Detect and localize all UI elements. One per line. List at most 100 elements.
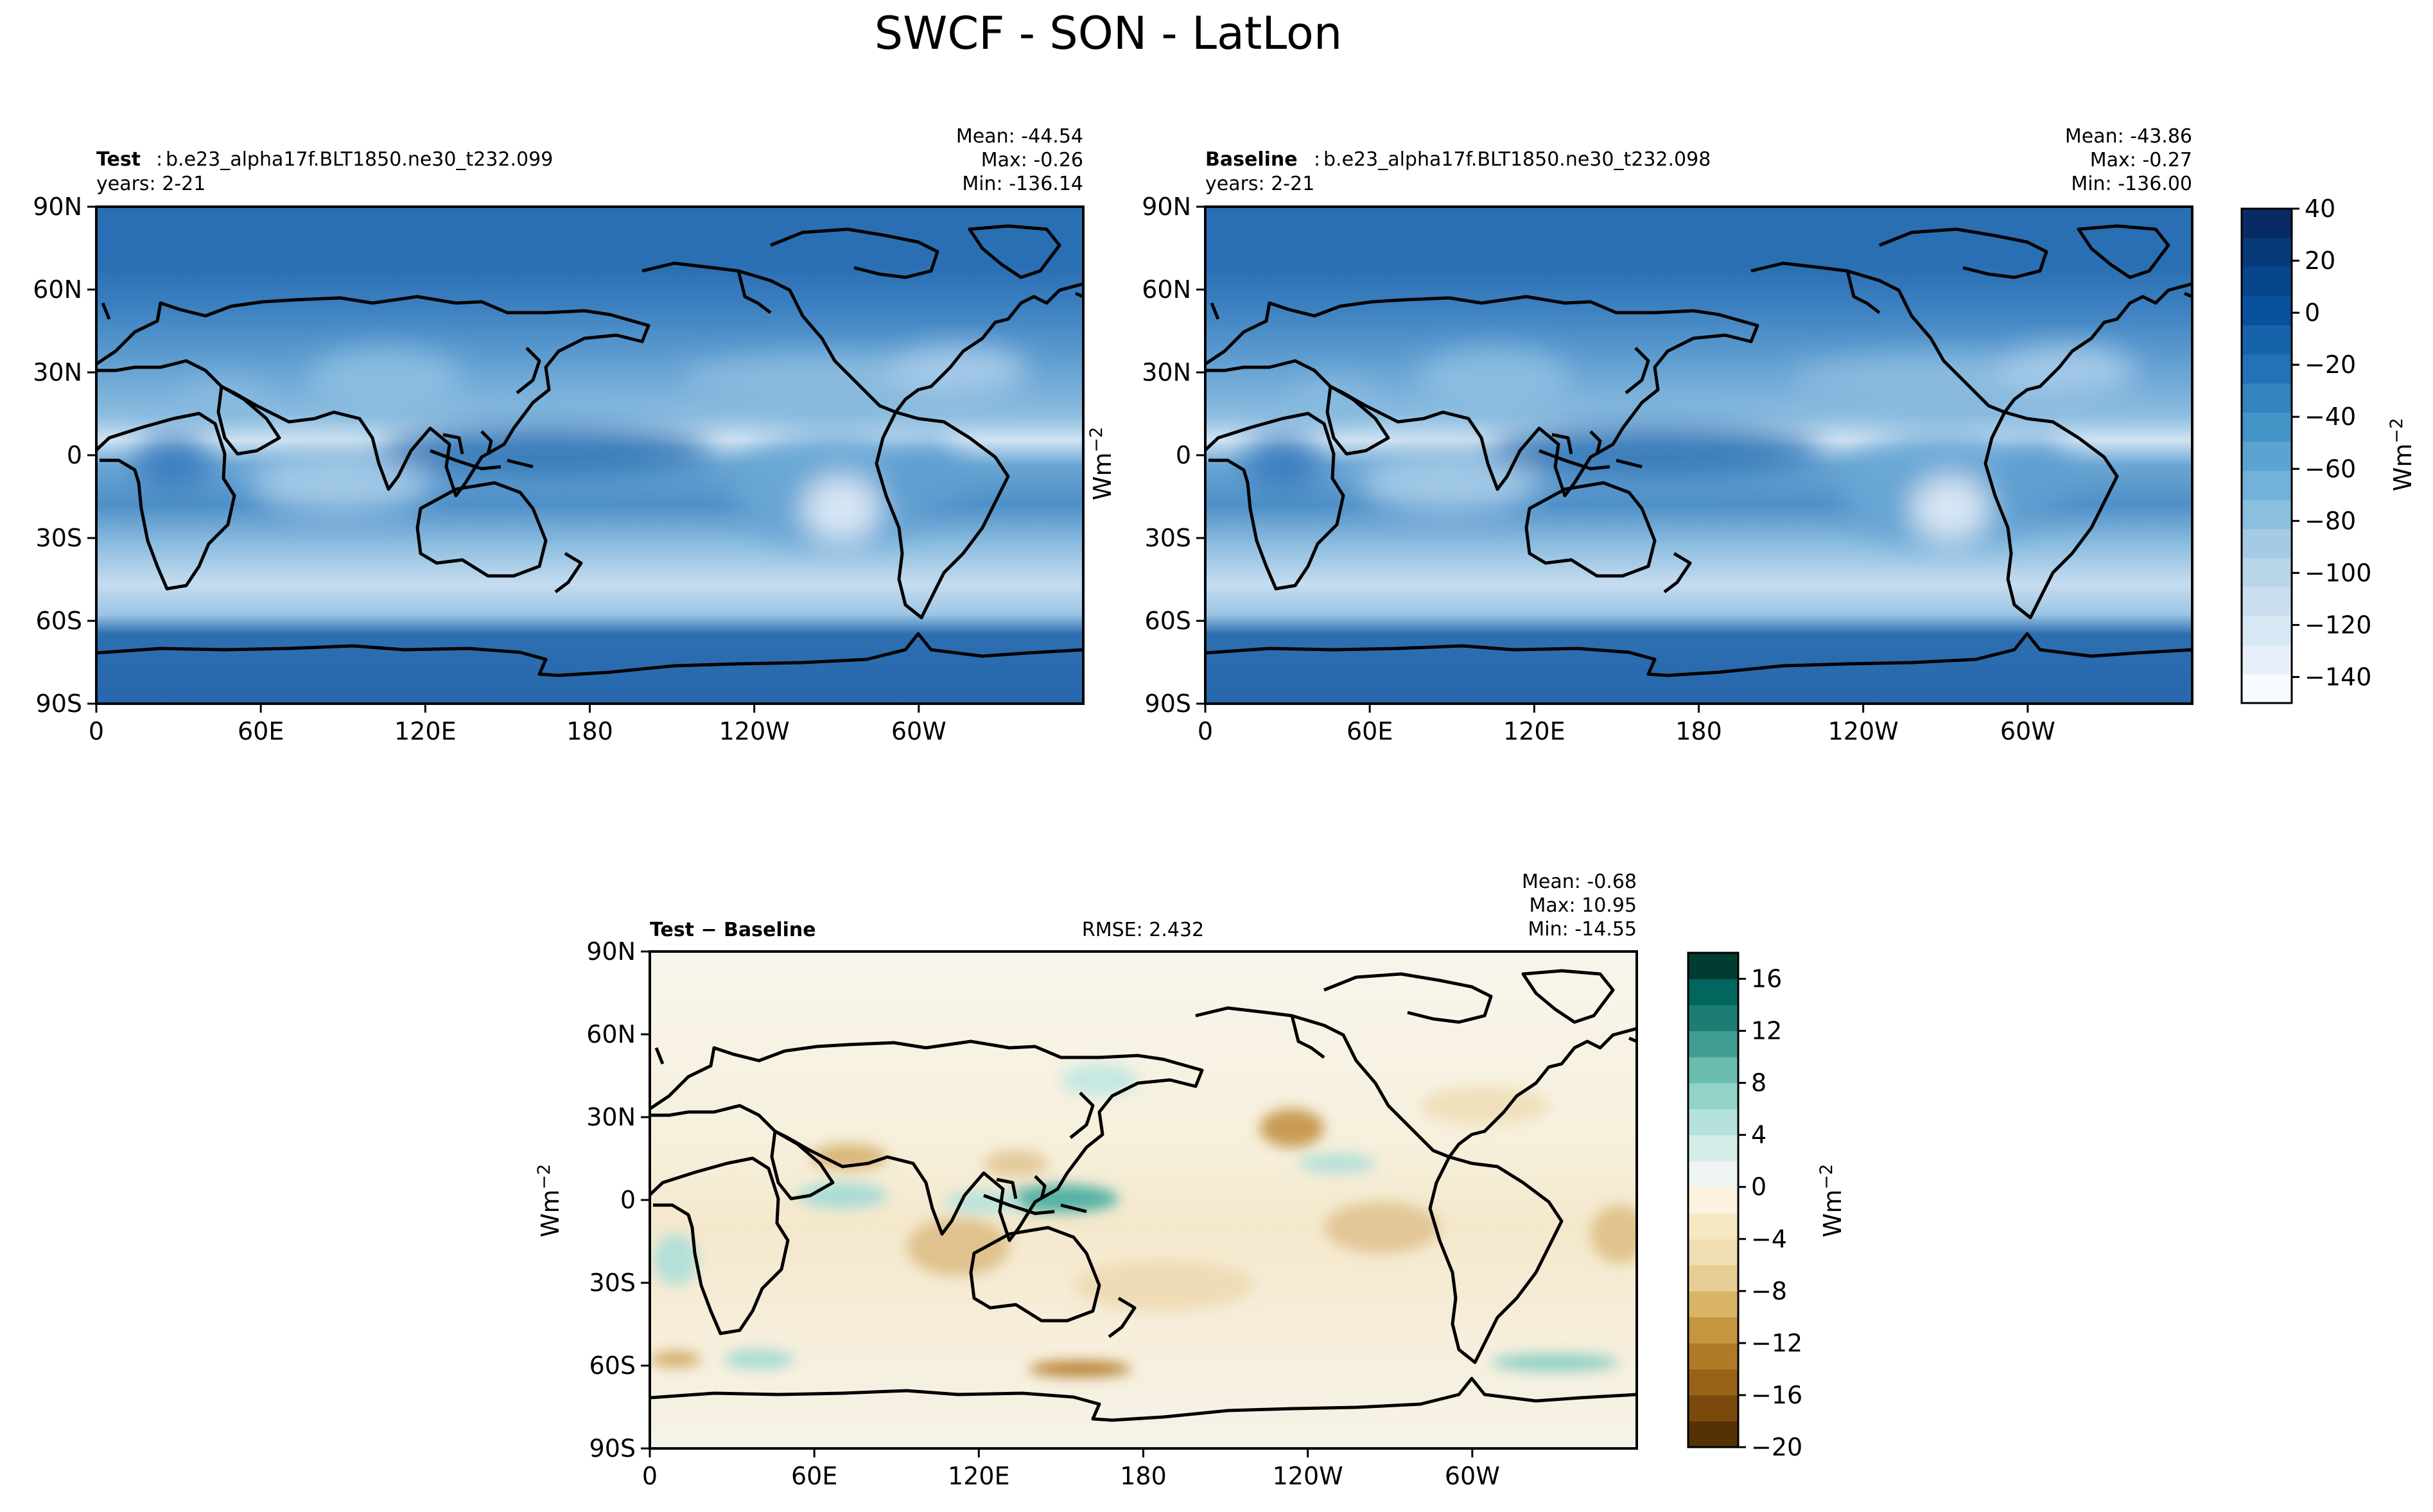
baseline-xtick-label: 120W bbox=[1828, 717, 1899, 745]
test-units-label: Wm−2 bbox=[1086, 427, 1117, 500]
main-colorbar-segment bbox=[2242, 266, 2292, 297]
test-case-name: b.e23_alpha17f.BLT1850.ne30_t232.099 bbox=[166, 148, 553, 171]
units-exp: −2 bbox=[1086, 427, 1106, 453]
main-colorbar: 40 20 0 −20 −40 −60 −80 −100 −120 −140 bbox=[2240, 195, 2371, 704]
main-colorbar-segment bbox=[2242, 528, 2292, 559]
diff-xtick-label: 0 bbox=[642, 1462, 658, 1490]
diff-xtick-label: 120E bbox=[948, 1462, 1010, 1490]
diff-mean: Mean: -0.68 bbox=[1522, 871, 1637, 893]
diff-colorbar-segment bbox=[1688, 1421, 1738, 1448]
diff-xtick-label: 60E bbox=[791, 1462, 837, 1490]
test-xtick-label: 120E bbox=[394, 717, 457, 745]
main-colorbar-segment bbox=[2242, 557, 2292, 587]
test-xtick-label: 180 bbox=[566, 717, 613, 745]
test-xtick-label: 120W bbox=[719, 717, 790, 745]
diff-xtick-label: 120W bbox=[1273, 1462, 1343, 1490]
test-xtick-label: 60E bbox=[238, 717, 284, 745]
diff-ytick-label: 90N bbox=[586, 937, 636, 966]
test-ytick-label: 0 bbox=[67, 441, 82, 469]
diff-colorbar-label: 8 bbox=[1751, 1069, 1766, 1097]
diff-colorbar-label: −20 bbox=[1751, 1433, 1802, 1461]
diff-colorbar-segment bbox=[1688, 1005, 1738, 1032]
cbar-diff-units-text: Wm bbox=[1818, 1190, 1847, 1238]
diff-rmse: RMSE: 2.432 bbox=[1082, 919, 1204, 941]
main-colorbar-segment bbox=[2242, 383, 2292, 413]
diff-min: Min: -14.55 bbox=[1528, 918, 1637, 941]
test-field bbox=[96, 207, 1083, 704]
diff-colorbar-segment bbox=[1688, 1082, 1738, 1109]
main-colorbar-label: −40 bbox=[2305, 403, 2356, 431]
cbar-main-units-text: Wm bbox=[2389, 444, 2417, 492]
main-colorbar-segment bbox=[2242, 295, 2292, 326]
main-colorbar-segment bbox=[2242, 209, 2292, 238]
diff-colorbar-frame bbox=[1687, 952, 1740, 1448]
main-colorbar-segment bbox=[2242, 616, 2292, 646]
svg-text:Wm−2: Wm−2 bbox=[1086, 427, 1117, 500]
baseline-case-name: b.e23_alpha17f.BLT1850.ne30_t232.098 bbox=[1323, 148, 1711, 171]
diff-ytick-label: 30S bbox=[589, 1269, 636, 1297]
main-colorbar-label: −80 bbox=[2305, 507, 2356, 535]
diff-colorbar-segment bbox=[1688, 1265, 1738, 1292]
diff-xtick-label: 180 bbox=[1120, 1462, 1167, 1490]
test-ytick-label: 60N bbox=[33, 275, 82, 304]
diff-colorbar-segment bbox=[1688, 1186, 1738, 1213]
baseline-xtick-label: 60W bbox=[2000, 717, 2055, 745]
diff-colorbar-segment bbox=[1688, 1290, 1738, 1317]
diff-colorbar-segment bbox=[1688, 1395, 1738, 1422]
main-colorbar-label: 20 bbox=[2305, 247, 2335, 275]
diff-xtick-label: 60W bbox=[1445, 1462, 1500, 1490]
test-xtick-label: 60W bbox=[891, 717, 946, 745]
test-case-label: Test bbox=[96, 148, 141, 171]
main-colorbar-segment bbox=[2242, 586, 2292, 616]
baseline-xtick-label: 180 bbox=[1675, 717, 1722, 745]
baseline-max: Max: -0.27 bbox=[2090, 149, 2192, 171]
main-colorbar-segment bbox=[2242, 412, 2292, 442]
main-colorbar-segment bbox=[2242, 673, 2292, 704]
diff-ytick-label: 60S bbox=[589, 1351, 636, 1380]
test-ytick-label: 30N bbox=[33, 358, 82, 387]
test-mean: Mean: -44.54 bbox=[956, 125, 1083, 148]
test-years: years: 2-21 bbox=[96, 173, 205, 195]
diff-colorbar-segment bbox=[1688, 1369, 1738, 1396]
baseline-field bbox=[1205, 207, 2192, 704]
diff-colorbar-label: −16 bbox=[1751, 1381, 1802, 1409]
baseline-xtick-label: 0 bbox=[1198, 717, 1213, 745]
baseline-min: Min: -136.00 bbox=[2071, 173, 2192, 195]
baseline-ytick-label: 90N bbox=[1142, 193, 1191, 221]
test-xtick-label: 0 bbox=[89, 717, 104, 745]
main-colorbar-segment bbox=[2242, 238, 2292, 268]
main-colorbar-segment bbox=[2242, 354, 2292, 384]
test-ytick-label: 90N bbox=[33, 193, 82, 221]
diff-max: Max: 10.95 bbox=[1529, 894, 1637, 917]
diff-colorbar-segment bbox=[1688, 1109, 1738, 1136]
baseline-xtick-label: 60E bbox=[1347, 717, 1393, 745]
diff-units-label: Wm−2 bbox=[534, 1164, 564, 1237]
test-ytick-label: 90S bbox=[36, 690, 82, 718]
baseline-mean: Mean: -43.86 bbox=[2065, 125, 2192, 148]
baseline-ytick-label: 0 bbox=[1176, 441, 1191, 469]
main-colorbar-label: 0 bbox=[2305, 299, 2320, 327]
baseline-ytick-label: 30S bbox=[1145, 524, 1191, 552]
test-max: Max: -0.26 bbox=[981, 149, 1083, 171]
diff-colorbar-segment bbox=[1688, 1213, 1738, 1240]
baseline-ytick-label: 90S bbox=[1145, 690, 1191, 718]
diff-ytick-label: 90S bbox=[589, 1434, 636, 1463]
main-colorbar-segment bbox=[2242, 645, 2292, 675]
main-colorbar-frame bbox=[2240, 207, 2293, 704]
main-colorbar-label: 40 bbox=[2305, 195, 2335, 223]
baseline-case-label: Baseline bbox=[1205, 148, 1298, 171]
test-axis-ticks: 0 60E 120E 180 120W 60W 90N 60N 30N 0 30S 60S 90S bbox=[33, 193, 946, 745]
main-colorbar-segment bbox=[2242, 499, 2292, 529]
baseline-ytick-label: 30N bbox=[1142, 358, 1191, 387]
figure-title: SWCF - SON - LatLon bbox=[875, 7, 1343, 60]
diff-colorbar-label: 4 bbox=[1751, 1121, 1766, 1149]
test-panel: 0 60E 120E 180 120W 60W 90N 60N 30N 0 30S 60S 90S bbox=[33, 193, 1085, 745]
main-colorbar-label: −140 bbox=[2305, 663, 2371, 691]
diff-colorbar-segment bbox=[1688, 1238, 1738, 1265]
diff-ytick-label: 0 bbox=[620, 1186, 636, 1214]
diff-colorbar-label: −12 bbox=[1751, 1329, 1802, 1357]
svg-text:Wm−2: Wm−2 bbox=[1817, 1164, 1847, 1237]
diff-colorbar-segment bbox=[1688, 953, 1738, 980]
diff-field bbox=[650, 952, 1648, 1448]
cbar-diff-units-exp: −2 bbox=[1817, 1164, 1836, 1190]
